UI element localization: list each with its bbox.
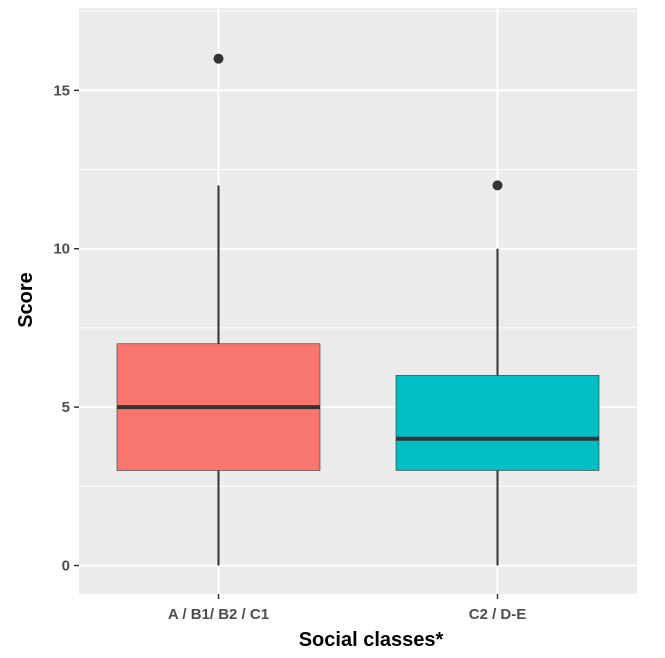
y-axis-title: Score (15, 272, 37, 328)
x-axis: A / B1/ B2 / C1 C2 / D-E (168, 594, 526, 623)
y-tick-label: 10 (53, 241, 70, 258)
y-tick-label: 0 (62, 557, 70, 574)
y-axis: 0 5 10 15 (53, 82, 79, 574)
x-axis-title: Social classes* (299, 629, 444, 651)
x-tick-label: A / B1/ B2 / C1 (168, 606, 269, 623)
y-tick-label: 15 (53, 82, 70, 99)
x-tick-label: C2 / D-E (469, 606, 527, 623)
iqr-box (396, 375, 599, 470)
outlier-point (214, 54, 224, 64)
plot-panel (79, 8, 637, 594)
outlier-point (493, 180, 503, 190)
y-tick-label: 5 (62, 399, 70, 416)
